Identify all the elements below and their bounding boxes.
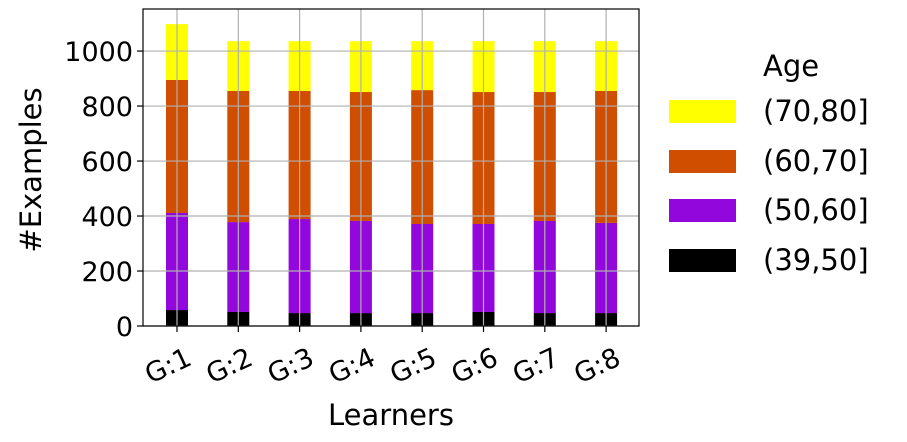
y-axis-ticks: 0 200 400 600 800 1000 [64,37,143,343]
legend-item: (50,60] [668,189,898,227]
x-tick-label: G:1 [140,342,196,390]
legend-swatch [669,248,736,272]
x-tick-label: G:6 [447,342,503,390]
legend-label: (70,80] [763,94,869,128]
legend-swatch [669,199,736,222]
legend-label: (60,70] [763,143,869,178]
plot-frame [142,8,640,327]
x-tick-label: G:2 [202,342,258,390]
bar-stacks [166,24,618,326]
y-tick-label: 200 [81,257,133,288]
legend-item: (60,70] [668,140,898,178]
legend-swatch [669,100,736,123]
legend-label: (50,60] [763,193,869,227]
y-tick-label: 600 [81,147,133,178]
y-tick-label: 1000 [64,37,133,68]
y-tick-label: 400 [81,202,133,233]
x-tick-label: G:3 [263,342,319,390]
y-axis-title: #Examples [14,87,48,252]
legend-label: (39,50] [763,242,869,277]
x-axis-title: Learners [328,398,454,432]
y-tick-label: 0 [116,312,133,343]
legend-item: (70,80] [668,90,898,128]
x-tick-label: G:5 [386,342,442,390]
x-tick-label: G:7 [508,342,564,390]
x-tick-label: G:8 [569,342,625,390]
legend-item: (39,50] [668,239,898,277]
grid-lines [143,9,639,327]
x-axis-ticks: G:1 G:2 G:3 G:4 G:5 G:6 G:7 G:8 [140,326,625,390]
legend-title: Age [763,49,820,83]
y-tick-label: 800 [81,92,133,123]
x-tick-label: G:4 [324,342,380,390]
legend-swatch [669,149,736,173]
